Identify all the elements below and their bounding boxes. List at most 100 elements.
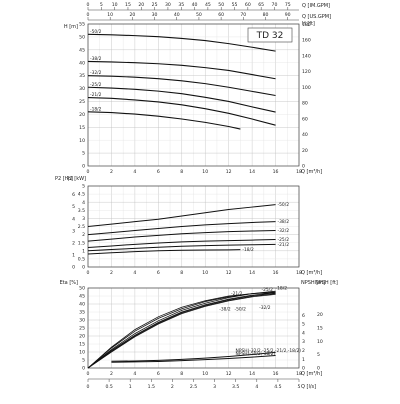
x-axis-q-tick-label: 10	[202, 270, 208, 276]
head-curve	[87, 33, 276, 52]
y-axis-npsh-ft-tick-label: 10	[317, 339, 323, 345]
head-curve-label: -25/2	[90, 82, 102, 88]
y-axis-eta-tick-label: 20	[79, 334, 85, 340]
top-axis-usgpm-label: 40	[174, 12, 180, 18]
title-box	[247, 27, 293, 43]
npsh-curve-label: NPSH(-50/2,-38/2)	[236, 351, 276, 357]
top-axis-usgpm-label: 10	[107, 12, 113, 18]
y-axis-p2-kw-tick-label: 0	[82, 265, 85, 271]
y-axis-h-m-label: H [m]	[64, 24, 78, 30]
x-axis-q-tick-label: 4	[133, 169, 136, 175]
plot-frame	[87, 287, 300, 369]
top-axis-imgpm-label: 5	[100, 2, 103, 8]
y-axis-p2-kw-label: P2 [kW]	[66, 176, 86, 182]
y-axis-eta-tick-label: 30	[79, 318, 85, 324]
top-axis-usgpm-label: 90	[285, 12, 291, 18]
head-curve	[87, 86, 276, 113]
top-axis-usgpm-label: 80	[263, 12, 269, 18]
top-axis-usgpm-label: 50	[196, 12, 202, 18]
y-axis-p2-kw-tick-label: 1	[82, 248, 85, 254]
head-curve	[87, 75, 276, 97]
y-axis-h-ft-tick-label: 160	[302, 38, 311, 44]
top-axis-imgpm-label: 70	[272, 2, 278, 8]
y-axis-p2-kw-tick-label: 1.5	[78, 240, 85, 246]
y-axis-eta-tick-label: 40	[79, 302, 85, 308]
power-curve-label: -21/2	[278, 242, 290, 248]
y-axis-p2-hp-tick-label: 0	[72, 265, 75, 271]
x-axis-ls-tick-label: 0.5	[105, 384, 112, 390]
y-axis-npsh-m-tick-label: 3	[302, 339, 305, 345]
power-curve	[87, 204, 276, 227]
top-axis-usgpm-label: 20	[129, 12, 135, 18]
head-curve-label: -32/2	[90, 70, 102, 76]
x-axis-q-tick-label: 12	[226, 169, 232, 175]
top-axis-usgpm-label: 30	[152, 12, 158, 18]
y-axis-npsh-m-tick-label: 0	[302, 366, 305, 372]
plot-frame	[87, 23, 300, 167]
top-axis-imgpm-label: 60	[245, 2, 251, 8]
top-axis-imgpm-label: 55	[232, 2, 238, 8]
head-curve	[87, 60, 276, 80]
y-axis-p2-hp-tick-label: 2	[72, 240, 75, 246]
y-axis-eta-tick-label: 5	[82, 358, 85, 364]
x-axis-ls-tick-label: 4	[255, 384, 258, 390]
efficiency-curve	[87, 290, 276, 369]
x-axis-q-tick-label: 0	[87, 169, 90, 175]
npsh-curve-label: NPSH(-32/2,-25/2,-21/2,-18/2)	[236, 348, 302, 354]
efficiency-curve-label: -18/2	[276, 286, 288, 292]
x-axis-q-tick-label: 8	[180, 169, 183, 175]
x-axis-q-tick-label: 4	[133, 371, 136, 377]
x-axis-q-tick-label: 2	[110, 270, 113, 276]
x-axis-ls-tick-label: 1	[129, 384, 132, 390]
x-axis-q-tick-label: 6	[157, 169, 160, 175]
top-axis-imgpm-label: 75	[285, 2, 291, 8]
top-axis-imgpm-label: 15	[125, 2, 131, 8]
y-axis-p2-kw-tick-label: 2	[82, 232, 85, 238]
y-axis-h-ft-tick-label: 20	[302, 148, 308, 154]
efficiency-curve	[87, 294, 276, 369]
y-axis-h-ft-tick-label: 0	[302, 164, 305, 170]
y-axis-eta-tick-label: 10	[79, 350, 85, 356]
efficiency-curve-label: -38/2	[219, 306, 231, 312]
top-axis-imgpm-unit: Q [IM.GPM]	[302, 3, 330, 9]
head-curve	[87, 97, 276, 126]
top-axis-imgpm-label: 35	[178, 2, 184, 8]
x-axis-q-tick-label: 14	[249, 270, 255, 276]
power-curve-label: -32/2	[278, 228, 290, 234]
x-axis-q-tick-label: 12	[226, 270, 232, 276]
y-axis-h-ft-tick-label: 100	[302, 85, 311, 91]
y-axis-h-m-tick-label: 10	[79, 138, 85, 144]
y-axis-h-m-tick-label: 25	[79, 99, 85, 105]
y-axis-npsh-m-tick-label: 6	[302, 313, 305, 319]
x-axis-q-tick-label: 4	[133, 270, 136, 276]
top-axis-usgpm-label: 60	[218, 12, 224, 18]
x-axis-q-tick-label: 16	[273, 270, 279, 276]
y-axis-p2-hp-label: P2 [hp]	[55, 176, 73, 182]
y-axis-eta-tick-label: 0	[82, 366, 85, 372]
x-axis-q-tick-label: 12	[226, 371, 232, 377]
y-axis-p2-hp-tick-label: 1	[72, 253, 75, 259]
y-axis-h-m-tick-label: 35	[79, 73, 85, 79]
x-axis-q-tick-label: 18	[296, 270, 302, 276]
x-axis-q-tick-label: 8	[180, 270, 183, 276]
y-axis-h-m-tick-label: 20	[79, 112, 85, 118]
x-axis-q-tick-label: 2	[110, 169, 113, 175]
y-axis-h-m-tick-label: 5	[82, 151, 85, 157]
y-axis-p2-kw-tick-label: 5	[82, 184, 85, 190]
power-curve	[87, 243, 276, 252]
y-axis-p2-kw-tick-label: 4.5	[78, 192, 85, 198]
head-curve-label: -38/2	[90, 56, 102, 62]
power-curve	[87, 221, 276, 236]
top-axis-imgpm-label: 65	[258, 2, 264, 8]
y-axis-npsh-ft-tick-label: 5	[317, 352, 320, 358]
x-axis-ls-tick-label: 5	[298, 384, 301, 390]
top-axis-imgpm-label: 45	[205, 2, 211, 8]
y-axis-eta-tick-label: 35	[79, 310, 85, 316]
x-axis-ls-tick-label: 2.5	[190, 384, 197, 390]
head-curve-label: -21/2	[90, 92, 102, 98]
y-axis-h-ft-tick-label: 140	[302, 53, 311, 59]
top-axis-imgpm-label: 40	[192, 2, 198, 8]
npsh-curve	[111, 351, 276, 362]
top-axis-imgpm-label: 50	[218, 2, 224, 8]
